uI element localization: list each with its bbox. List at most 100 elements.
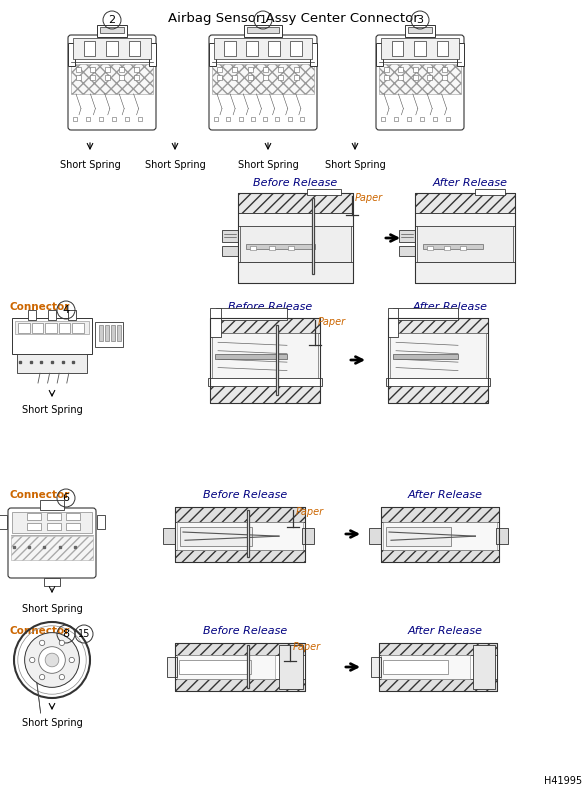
Bar (44, 578, 60, 586)
Text: Connector: Connector (10, 302, 70, 312)
Bar (175, 643, 305, 655)
Bar (278, 66, 284, 72)
Bar (232, 74, 237, 80)
Bar (460, 246, 466, 250)
Bar (399, 230, 415, 243)
Bar (275, 117, 279, 121)
Text: Airbag Sensor Assy Center Connector: Airbag Sensor Assy Center Connector (168, 12, 419, 25)
Text: After Release: After Release (413, 302, 487, 312)
Bar (45, 323, 57, 333)
Bar (415, 263, 515, 283)
Bar (119, 74, 124, 80)
Bar (167, 657, 177, 676)
Bar (95, 322, 123, 346)
Bar (112, 325, 115, 341)
Bar (17, 354, 87, 373)
Bar (15, 321, 89, 334)
Bar (388, 318, 488, 333)
Bar (279, 645, 303, 689)
Circle shape (39, 647, 65, 673)
Bar (239, 226, 350, 263)
Bar (288, 117, 292, 121)
Text: Paper: Paper (355, 193, 383, 203)
Bar (105, 74, 110, 80)
Bar (394, 117, 398, 121)
Bar (379, 643, 497, 691)
Text: Short Spring: Short Spring (325, 160, 386, 170)
Bar (496, 528, 508, 544)
Bar (276, 325, 278, 395)
Bar (415, 193, 515, 213)
Bar (47, 513, 61, 520)
Bar (32, 323, 43, 333)
Bar (221, 245, 238, 256)
Bar (399, 74, 403, 80)
Text: Connector: Connector (10, 626, 70, 636)
Bar (381, 117, 385, 121)
Bar (312, 198, 314, 274)
Text: After Release: After Release (407, 626, 483, 636)
Text: 2: 2 (109, 15, 116, 25)
FancyBboxPatch shape (209, 35, 317, 130)
Bar (371, 657, 381, 676)
Bar (177, 655, 275, 679)
Bar (238, 117, 242, 121)
Bar (99, 117, 103, 121)
Bar (427, 66, 432, 72)
Bar (392, 41, 403, 55)
Text: Paper: Paper (293, 642, 321, 652)
Bar (244, 25, 282, 37)
Bar (210, 318, 320, 333)
Bar (384, 66, 389, 72)
Bar (444, 246, 450, 250)
Bar (66, 524, 80, 530)
Bar (399, 66, 403, 72)
Bar (415, 193, 515, 283)
Bar (232, 66, 237, 72)
Bar (302, 528, 314, 544)
Bar (399, 245, 415, 256)
Bar (105, 325, 109, 341)
Bar (414, 41, 426, 55)
Bar (427, 74, 432, 80)
Bar (420, 117, 424, 121)
Bar (48, 310, 56, 320)
Bar (212, 63, 314, 94)
Text: Short Spring: Short Spring (238, 160, 298, 170)
Bar (379, 63, 461, 94)
Bar (288, 246, 294, 250)
Bar (278, 74, 284, 80)
Bar (76, 74, 81, 80)
Bar (386, 378, 490, 386)
Bar (226, 117, 230, 121)
Bar (73, 38, 151, 59)
Text: Short Spring: Short Spring (22, 718, 82, 728)
Bar (369, 528, 381, 544)
Circle shape (59, 675, 65, 679)
Bar (125, 117, 129, 121)
Bar (59, 323, 70, 333)
Bar (72, 323, 84, 333)
Bar (210, 380, 320, 403)
Bar (238, 263, 353, 283)
Bar (0, 515, 7, 529)
Bar (475, 646, 494, 688)
Bar (90, 74, 96, 80)
Bar (475, 189, 505, 195)
Text: Before Release: Before Release (228, 302, 312, 312)
Bar (263, 66, 268, 72)
Bar (217, 66, 222, 72)
Bar (134, 66, 139, 72)
Text: H41995: H41995 (544, 776, 582, 786)
Bar (215, 354, 286, 359)
Text: Short Spring: Short Spring (22, 604, 82, 614)
Bar (384, 74, 389, 80)
Text: 15: 15 (78, 629, 90, 639)
Bar (215, 308, 287, 320)
Bar (175, 643, 305, 691)
Bar (281, 646, 301, 688)
Bar (294, 74, 299, 80)
Bar (119, 66, 124, 72)
Text: Short Spring: Short Spring (22, 405, 82, 415)
Text: 4: 4 (62, 305, 70, 315)
